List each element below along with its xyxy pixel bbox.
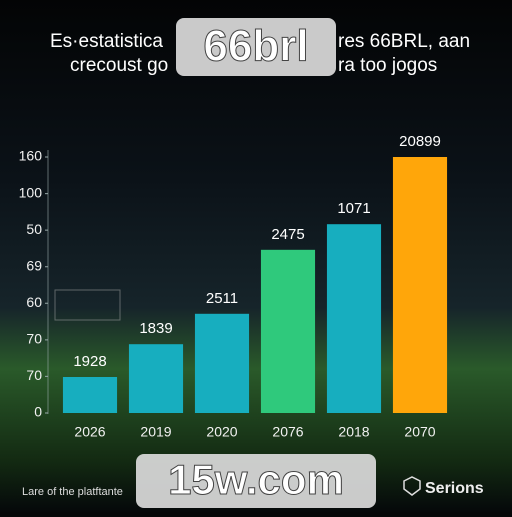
x-tick-label: 2026 xyxy=(74,424,105,440)
y-tick-label: 50 xyxy=(26,221,42,237)
title-line: res 66BRL, aan xyxy=(338,31,470,52)
x-tick-label: 2018 xyxy=(338,424,369,440)
x-tick-label: 2076 xyxy=(272,424,303,440)
bar xyxy=(392,157,448,413)
logo-icon xyxy=(403,476,421,496)
bar xyxy=(326,224,382,413)
y-tick-label: 69 xyxy=(26,257,42,273)
logo: Serions xyxy=(425,480,484,497)
bar xyxy=(260,249,316,413)
watermark-box xyxy=(176,18,336,76)
y-tick-label: 70 xyxy=(26,331,42,347)
value-label: 1071 xyxy=(337,200,370,217)
y-tick-label: 160 xyxy=(19,148,43,164)
watermark: 15w.com xyxy=(168,456,344,503)
y-tick-label: 0 xyxy=(34,404,42,420)
bar xyxy=(62,377,118,413)
plot: 0 70 70 60 69 50 100 160 2026 1928 2019 1839 2020 251… xyxy=(19,133,448,440)
x-tick-label: 2019 xyxy=(140,424,171,440)
title-line: crecoust go xyxy=(70,55,168,76)
y-tick-label: 70 xyxy=(26,367,42,383)
value-label: 1839 xyxy=(139,320,172,337)
goal-post xyxy=(54,289,121,321)
watermark-box xyxy=(136,454,376,508)
x-tick-label: 2070 xyxy=(404,424,435,440)
value-label: 2475 xyxy=(271,226,304,243)
footer: Lare of the platftante xyxy=(22,486,123,498)
bar xyxy=(194,313,250,413)
y-tick-label: 60 xyxy=(26,294,42,310)
value-label: 20899 xyxy=(399,133,441,150)
title-line: Es·estatistica xyxy=(50,31,163,52)
title-line: ra too jogos xyxy=(338,55,437,76)
value-label: 1928 xyxy=(73,353,106,370)
y-tick-label: 100 xyxy=(19,184,43,200)
value-label: 2511 xyxy=(206,290,238,307)
watermark: 66brl xyxy=(203,22,308,71)
bar xyxy=(128,344,184,413)
x-tick-label: 2020 xyxy=(206,424,237,440)
title-group: Es·estatistica res 66BRL, aan crecoust g… xyxy=(50,31,470,76)
